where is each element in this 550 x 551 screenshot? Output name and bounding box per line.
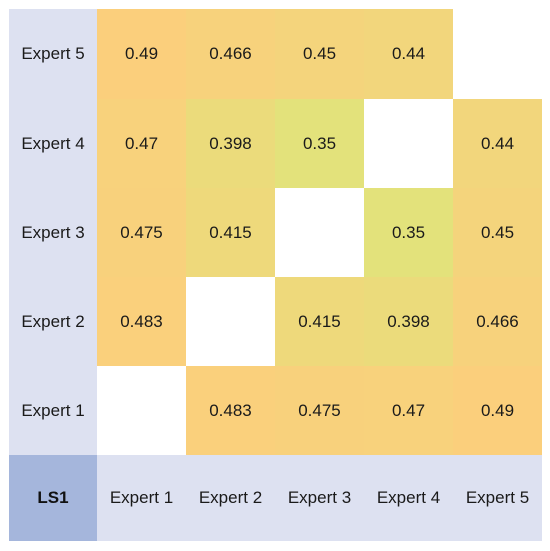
heatmap-cell: 0.475 [275, 366, 364, 455]
heatmap-cell: 0.398 [186, 99, 275, 188]
heatmap-cell: 0.44 [364, 9, 453, 99]
heatmap-cell: 0.415 [186, 188, 275, 277]
corner-label: LS1 [9, 455, 97, 541]
row-label: Expert 2 [9, 277, 97, 366]
heatmap-cell: 0.415 [275, 277, 364, 366]
heatmap-cell-empty [275, 188, 364, 277]
heatmap-cell: 0.35 [275, 99, 364, 188]
column-label: Expert 3 [275, 455, 364, 541]
heatmap-cell-empty [364, 99, 453, 188]
heatmap-cell: 0.45 [453, 188, 542, 277]
heatmap-cell: 0.466 [186, 9, 275, 99]
column-label: Expert 4 [364, 455, 453, 541]
heatmap-cell-empty [97, 366, 186, 455]
heatmap-cell: 0.35 [364, 188, 453, 277]
heatmap-cell: 0.475 [97, 188, 186, 277]
heatmap-cell: 0.398 [364, 277, 453, 366]
heatmap-cell: 0.47 [97, 99, 186, 188]
heatmap-cell: 0.47 [364, 366, 453, 455]
heatmap-cell: 0.483 [186, 366, 275, 455]
column-label: Expert 2 [186, 455, 275, 541]
heatmap-cell: 0.483 [97, 277, 186, 366]
heatmap-cell: 0.49 [97, 9, 186, 99]
heatmap-cell: 0.45 [275, 9, 364, 99]
heatmap-cell: 0.49 [453, 366, 542, 455]
row-label: Expert 5 [9, 9, 97, 99]
column-label: Expert 1 [97, 455, 186, 541]
column-label: Expert 5 [453, 455, 542, 541]
row-label: Expert 1 [9, 366, 97, 455]
heatmap-cell: 0.44 [453, 99, 542, 188]
heatmap-cell: 0.466 [453, 277, 542, 366]
row-label: Expert 3 [9, 188, 97, 277]
heatmap-cell-empty [186, 277, 275, 366]
row-label: Expert 4 [9, 99, 97, 188]
heatmap-cell-empty [453, 9, 542, 99]
